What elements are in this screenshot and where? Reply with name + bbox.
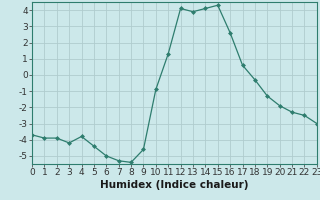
X-axis label: Humidex (Indice chaleur): Humidex (Indice chaleur) [100, 180, 249, 190]
